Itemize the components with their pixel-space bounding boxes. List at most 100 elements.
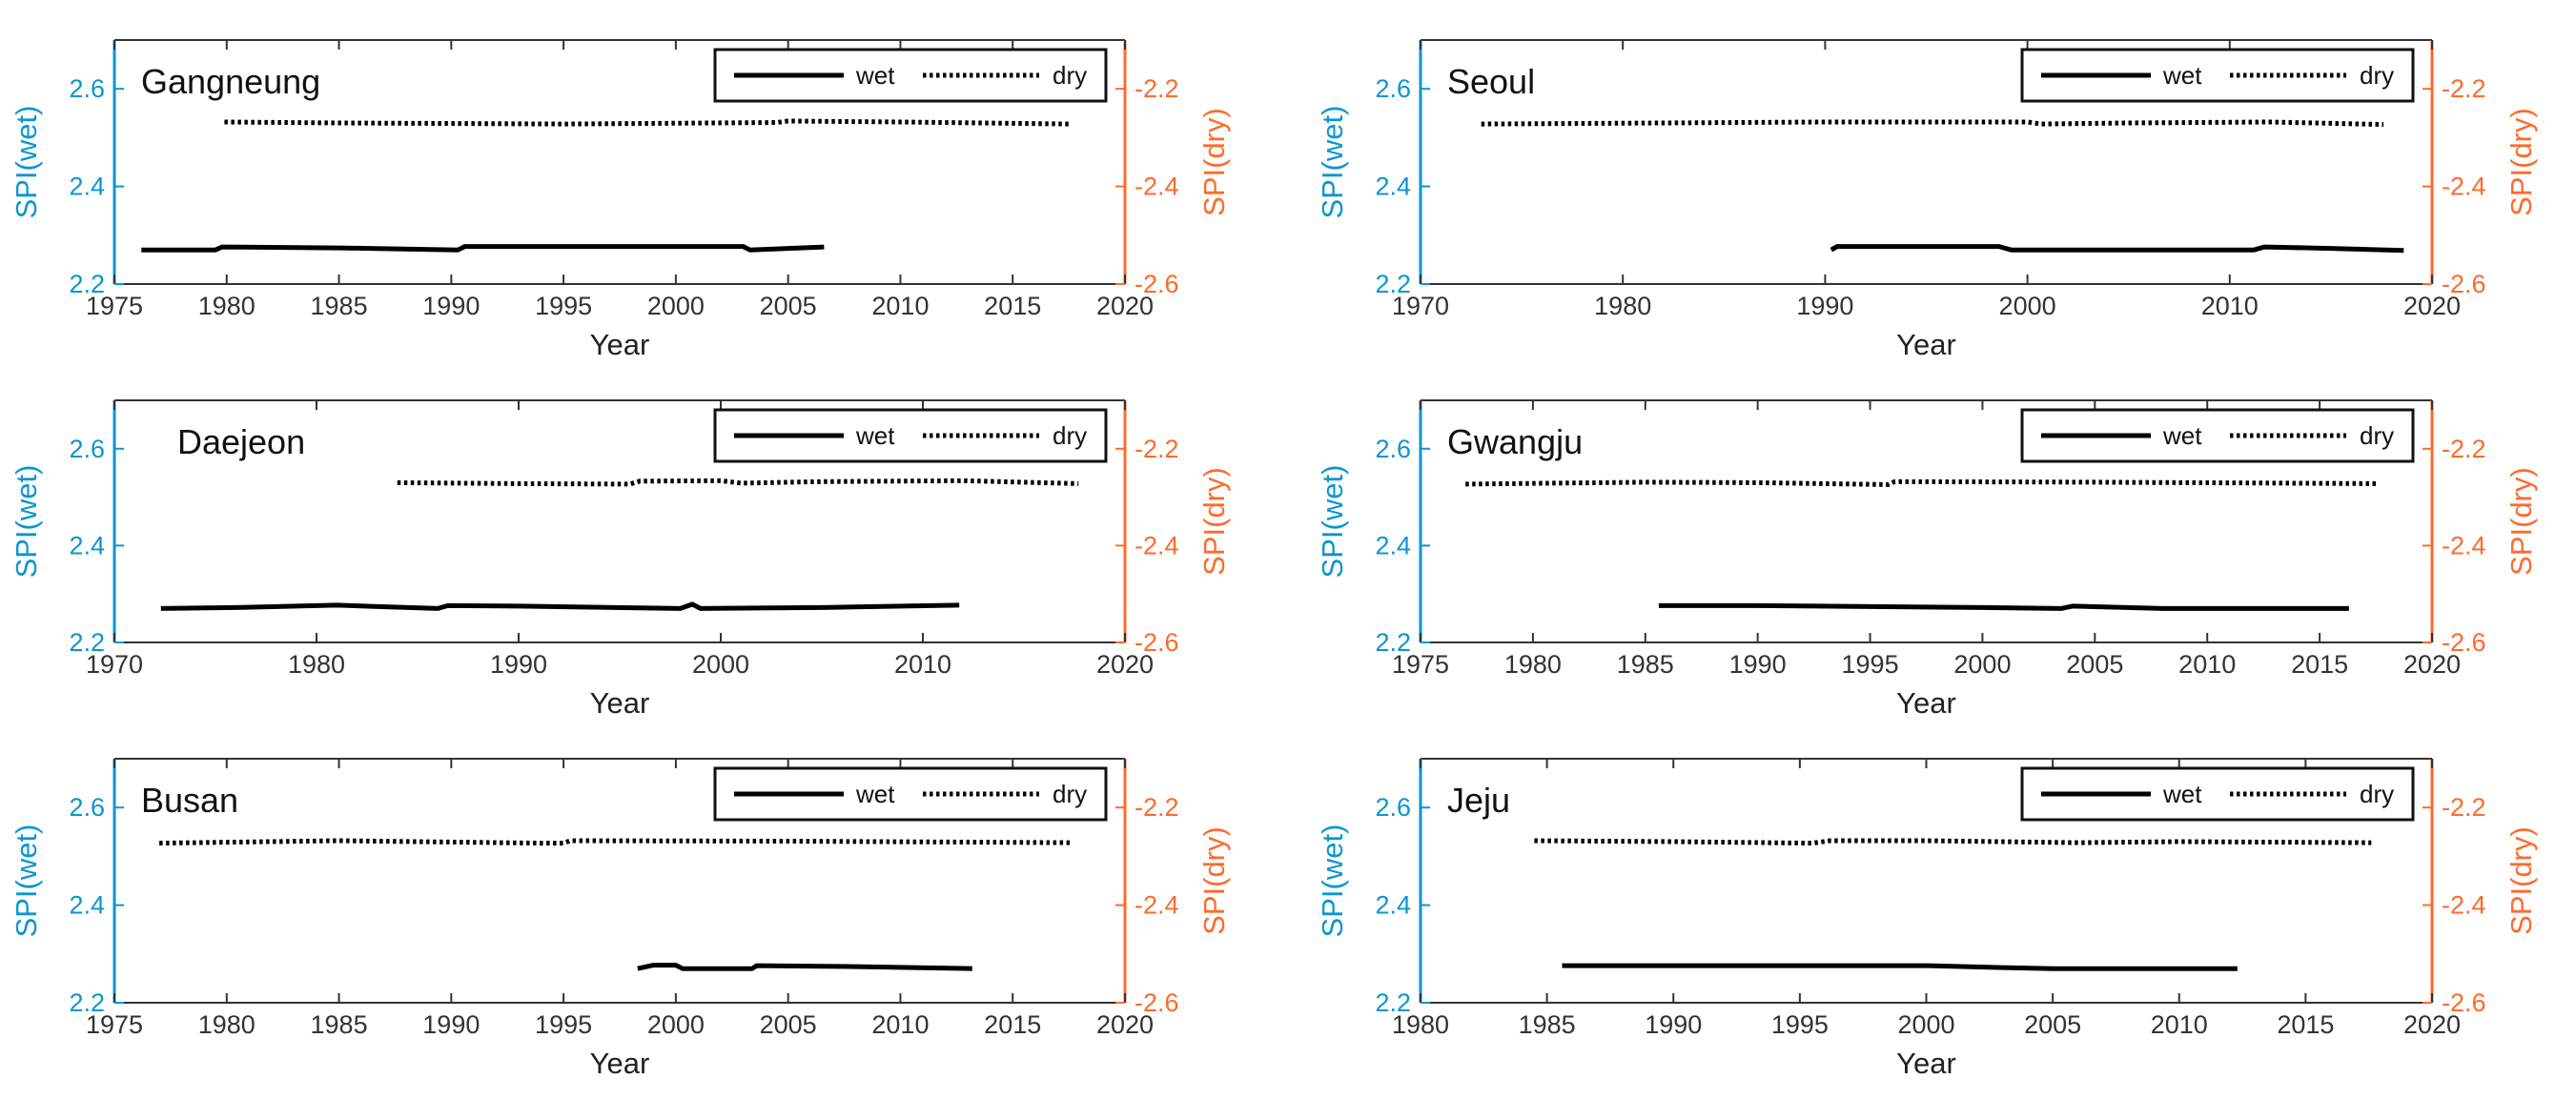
left-y-tick-label: 2.6 — [1375, 74, 1411, 103]
x-tick-label: 2005 — [2066, 650, 2123, 679]
right-y-tick-label: -2.6 — [2442, 628, 2486, 657]
right-y-tick-label: -2.4 — [1135, 173, 1179, 201]
left-y-tick-label: 2.6 — [1375, 793, 1411, 822]
x-tick-label: 2020 — [2403, 650, 2461, 679]
right-y-axis-label: SPI(dry) — [1197, 826, 1231, 935]
chart-panel-gwangju: 1975 1980 1985 1990 1995 2000 2005 2010 2015 2020… — [1316, 399, 2538, 720]
x-tick-label: 2005 — [760, 292, 817, 320]
x-tick-label: 1980 — [1504, 650, 1562, 679]
station-title: Busan — [141, 781, 238, 820]
x-tick-label: 2005 — [760, 1010, 817, 1039]
station-title: Gwangju — [1447, 422, 1583, 461]
legend-dry-label: dry — [1053, 421, 1087, 450]
x-tick-label: 2015 — [984, 1010, 1041, 1039]
x-tick-label: 1985 — [311, 1010, 368, 1039]
x-tick-label: 1975 — [86, 1010, 143, 1039]
chart-panel-busan: 1975 1980 1985 1990 1995 2000 2005 2010 2015 2020… — [10, 758, 1231, 1080]
x-tick-label: 1980 — [1594, 292, 1651, 320]
x-tick-label: 1980 — [198, 1010, 256, 1039]
legend-dry-label: dry — [1053, 61, 1087, 90]
right-y-axis-label: SPI(dry) — [1197, 467, 1231, 576]
left-y-tick-label: 2.2 — [69, 628, 105, 657]
series-wet-line — [1830, 244, 2404, 254]
left-y-tick-label: 2.2 — [1375, 988, 1411, 1017]
legend-dry-label: dry — [2360, 780, 2394, 808]
legend-wet-label: wet — [2162, 61, 2202, 90]
x-tick-label: 2010 — [894, 650, 951, 679]
right-y-tick-label: -2.6 — [1135, 988, 1179, 1017]
right-y-tick-label: -2.2 — [2442, 74, 2486, 103]
legend-wet-label: wet — [855, 421, 895, 450]
left-y-tick-label: 2.2 — [1375, 628, 1411, 657]
series-wet-line — [1562, 963, 2238, 971]
series-wet-line — [637, 963, 972, 971]
right-y-tick-label: -2.2 — [2442, 435, 2486, 463]
x-tick-label: 1990 — [490, 650, 547, 679]
x-axis-label: Year — [1896, 686, 1956, 720]
x-tick-label: 2005 — [2024, 1010, 2081, 1039]
series-wet-line — [141, 244, 825, 253]
station-title: Seoul — [1447, 62, 1535, 101]
right-y-tick-label: -2.4 — [2442, 531, 2486, 560]
left-y-tick-label: 2.2 — [69, 270, 105, 298]
left-y-tick-label: 2.4 — [1375, 531, 1411, 560]
chart-panel-seoul: 1970 1980 1990 2000 2010 2020 2.2 2.4 2.6 -2.6 -2.… — [1316, 39, 2538, 361]
right-y-axis-label: SPI(dry) — [2504, 826, 2538, 935]
right-y-tick-label: -2.6 — [2442, 988, 2486, 1017]
series-dry-line — [1534, 838, 2372, 846]
x-tick-label: 2020 — [1096, 650, 1154, 679]
x-axis-label: Year — [1896, 328, 1956, 361]
left-y-axis-label: SPI(wet) — [10, 824, 43, 938]
x-tick-label: 2010 — [871, 292, 929, 320]
series-dry-line — [1465, 478, 2379, 487]
legend-wet-label: wet — [2162, 780, 2202, 808]
x-tick-label: 2020 — [2403, 292, 2461, 320]
station-title: Gangneung — [141, 62, 320, 101]
legend-wet-label: wet — [855, 780, 895, 808]
right-y-tick-label: -2.6 — [1135, 628, 1179, 657]
x-tick-label: 1985 — [1519, 1010, 1576, 1039]
right-y-tick-label: -2.2 — [1135, 793, 1179, 822]
left-y-tick-label: 2.6 — [69, 435, 105, 463]
x-tick-label: 1995 — [1771, 1010, 1829, 1039]
x-tick-label: 2010 — [2151, 1010, 2208, 1039]
x-tick-label: 1995 — [535, 292, 592, 320]
legend-dry-label: dry — [2360, 421, 2394, 450]
x-tick-label: 2010 — [871, 1010, 929, 1039]
right-y-tick-label: -2.6 — [2442, 270, 2486, 298]
x-tick-label: 1995 — [1842, 650, 1899, 679]
chart-panel-gangneung: 1975 1980 1985 1990 1995 2000 2005 2010 2015 2020… — [10, 39, 1231, 361]
right-y-tick-label: -2.2 — [1135, 435, 1179, 463]
left-y-tick-label: 2.2 — [69, 988, 105, 1017]
x-tick-label: 1990 — [422, 292, 480, 320]
right-y-tick-label: -2.2 — [2442, 793, 2486, 822]
left-y-axis-label: SPI(wet) — [1316, 824, 1349, 938]
series-wet-line — [160, 601, 960, 611]
x-tick-label: 1990 — [422, 1010, 480, 1039]
x-tick-label: 1995 — [535, 1010, 592, 1039]
x-tick-label: 1975 — [1392, 650, 1449, 679]
series-dry-line — [224, 118, 1072, 127]
series-wet-line — [1658, 602, 2349, 611]
right-y-axis-label: SPI(dry) — [1197, 108, 1231, 216]
x-tick-label: 1980 — [288, 650, 345, 679]
series-dry-line — [159, 838, 1072, 846]
x-tick-label: 2020 — [1096, 292, 1154, 320]
x-axis-label: Year — [590, 328, 650, 361]
x-tick-label: 2010 — [2201, 292, 2259, 320]
x-tick-label: 1990 — [1796, 292, 1853, 320]
left-y-tick-label: 2.4 — [69, 173, 105, 201]
x-tick-label: 2020 — [1096, 1010, 1154, 1039]
series-dry-line — [397, 478, 1079, 487]
left-y-tick-label: 2.2 — [1375, 270, 1411, 298]
left-y-tick-label: 2.4 — [1375, 891, 1411, 920]
legend-dry-label: dry — [2360, 61, 2394, 90]
station-title: Daejeon — [177, 422, 305, 461]
left-y-axis-label: SPI(wet) — [10, 106, 43, 219]
chart-panel-jeju: 1980 1985 1990 1995 2000 2005 2010 2015 2020 2.2 2… — [1316, 758, 2538, 1080]
x-axis-label: Year — [590, 1047, 650, 1080]
x-tick-label: 2015 — [2291, 650, 2348, 679]
x-tick-label: 2000 — [692, 650, 749, 679]
left-y-tick-label: 2.6 — [69, 793, 105, 822]
legend-dry-label: dry — [1053, 780, 1087, 808]
